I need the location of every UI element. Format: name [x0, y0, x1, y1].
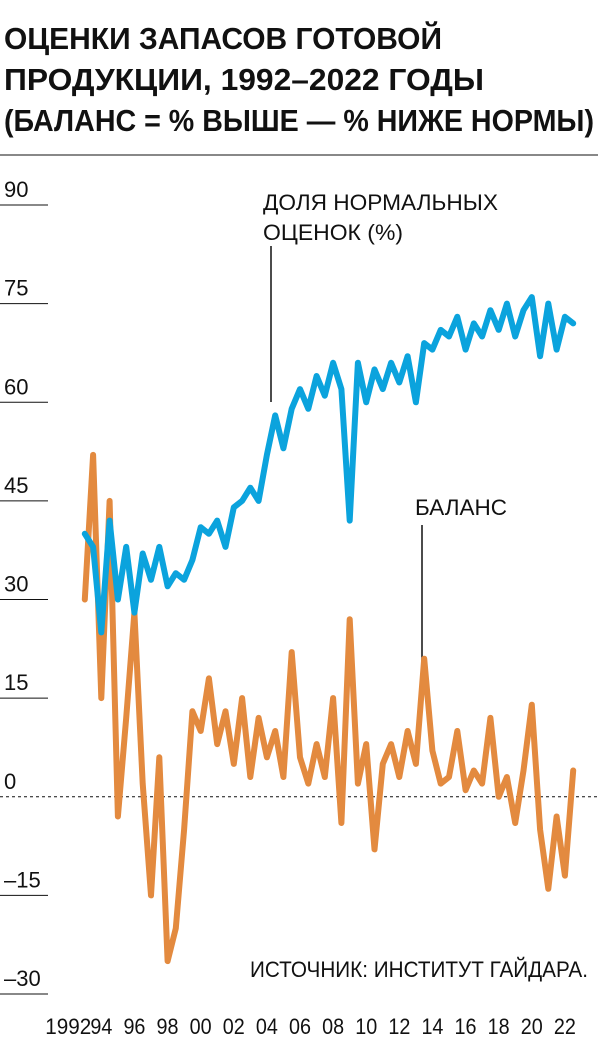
y-tick-label: –15: [4, 867, 41, 892]
series-line: [81, 294, 577, 636]
source: ИСТОЧНИК: ИНСТИТУТ ГАЙДАРА.: [250, 957, 588, 982]
x-tick-label: 00: [190, 1014, 212, 1039]
x-tick-label: 14: [421, 1014, 443, 1039]
y-tick-label: 30: [4, 572, 28, 597]
x-tick-label: 12: [388, 1014, 410, 1039]
y-tick-label: 0: [4, 769, 16, 794]
x-tick-label: 16: [455, 1014, 477, 1039]
x-tick-label: 02: [223, 1014, 245, 1039]
y-tick-label: 60: [4, 374, 28, 399]
chart-title: ОЦЕНКИ ЗАПАСОВ ГОТОВОЙ: [4, 20, 442, 56]
x-tick-label: 10: [355, 1014, 377, 1039]
x-tick-label: 96: [123, 1014, 145, 1039]
y-tick-label: 45: [4, 473, 28, 498]
x-tick-label: 08: [322, 1014, 344, 1039]
x-tick-label: 04: [256, 1014, 278, 1039]
y-tick-label: 90: [4, 177, 28, 202]
y-tick-label: –30: [4, 966, 41, 991]
chart-title: ПРОДУКЦИИ, 1992–2022 ГОДЫ: [4, 62, 484, 97]
chart-title: (БАЛАНС = % ВЫШЕ — % НИЖЕ НОРМЫ): [4, 103, 594, 138]
y-tick-label: 15: [4, 670, 28, 695]
y-tick-label: 75: [4, 276, 28, 301]
annotation: ОЦЕНОК (%): [263, 220, 403, 245]
annotation: ДОЛЯ НОРМАЛЬНЫХ: [263, 190, 498, 215]
x-tick-label: 22: [554, 1014, 576, 1039]
x-tick-label: 94: [90, 1014, 112, 1039]
x-tick-label: 18: [488, 1014, 510, 1039]
x-tick-label: 98: [157, 1014, 179, 1039]
annotation: БАЛАНС: [415, 495, 507, 520]
x-tick-label: 1992: [45, 1014, 91, 1039]
x-tick-label: 06: [289, 1014, 311, 1039]
x-tick-label: 20: [521, 1014, 543, 1039]
series-line: [81, 451, 577, 965]
